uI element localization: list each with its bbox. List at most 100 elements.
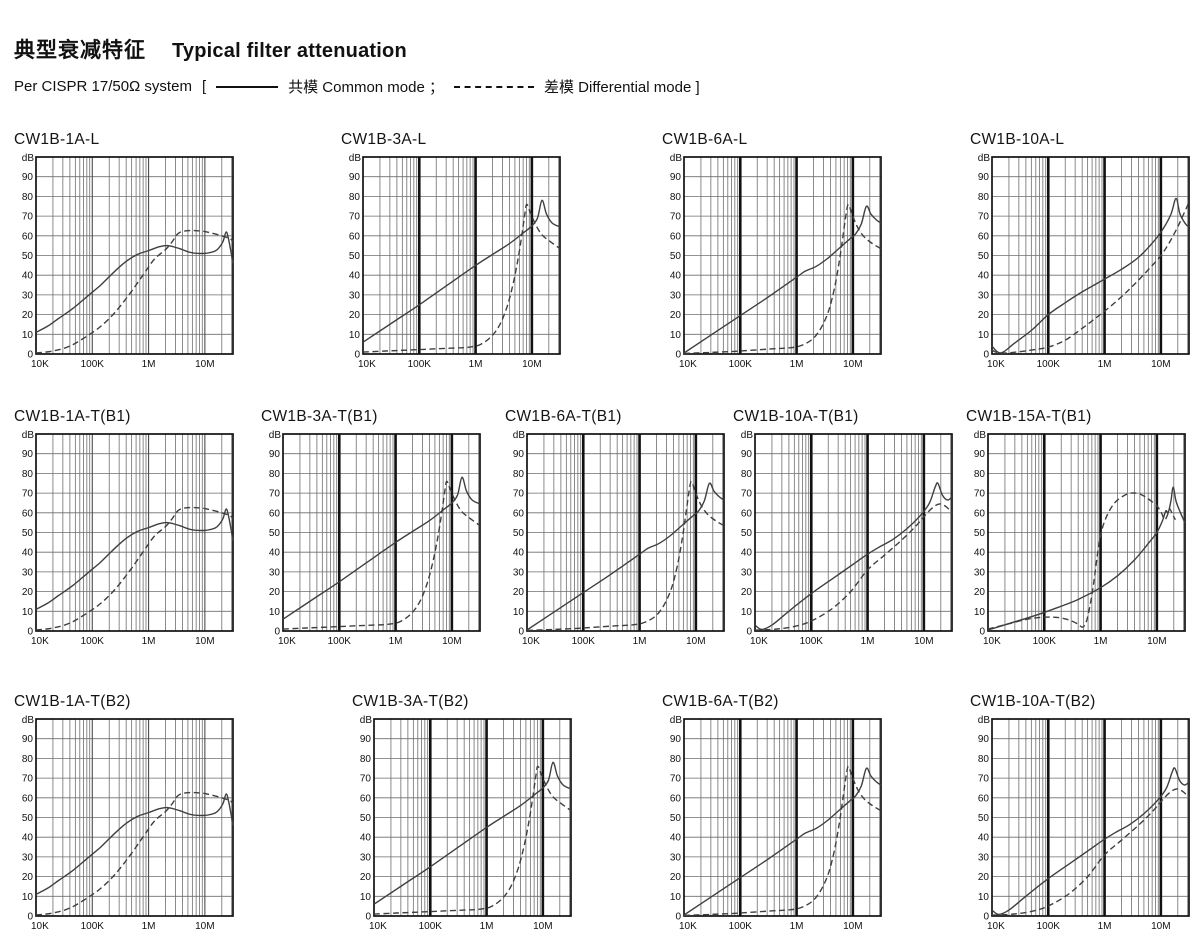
y-axis-unit-label: dB <box>670 715 683 726</box>
common-mode-curve <box>35 793 234 895</box>
x-tick-label: 100K <box>572 636 596 647</box>
y-axis-unit-label: dB <box>22 715 35 726</box>
x-tick-label: 10M <box>1151 921 1170 932</box>
differential-mode-curve <box>991 788 1190 916</box>
y-tick-label: 60 <box>978 231 990 242</box>
y-tick-label: 0 <box>27 350 33 361</box>
y-tick-label: 30 <box>978 852 990 863</box>
x-tick-label: 10K <box>750 636 768 647</box>
y-tick-label: 20 <box>741 587 753 598</box>
page-title: 典型衰减特征 Typical filter attenuation <box>14 34 407 64</box>
x-tick-label: 100K <box>81 359 105 370</box>
x-tick-label: 10M <box>442 636 461 647</box>
chart-title: CW1B-1A-T(B1) <box>14 408 131 425</box>
y-tick-label: 70 <box>670 774 682 785</box>
y-axis-unit-label: dB <box>978 153 991 164</box>
x-tick-label: 100K <box>1033 636 1057 647</box>
y-tick-label: 70 <box>269 489 281 500</box>
y-axis-labels: dB 90 80 70 60 50 40 30 20 10 0 <box>513 430 526 638</box>
differential-mode-curve <box>754 503 953 631</box>
y-tick-label: 70 <box>360 774 372 785</box>
x-tick-label: 10M <box>843 359 862 370</box>
x-tick-label: 10K <box>278 636 296 647</box>
y-tick-label: 20 <box>269 587 281 598</box>
differential-mode-curve <box>526 480 725 632</box>
grid-lines <box>36 434 233 631</box>
y-tick-label: 20 <box>974 587 986 598</box>
y-tick-label: 80 <box>349 192 361 203</box>
x-axis-labels: 10K 100K 1M 10M <box>31 359 215 370</box>
x-tick-label: 1M <box>142 359 156 370</box>
plot-frame <box>35 156 234 355</box>
y-tick-label: 60 <box>670 793 682 804</box>
attenuation-chart: CW1B-6A-T(B1) dB 90 80 70 60 50 40 30 20 10 0 10K 100… <box>505 408 735 650</box>
y-tick-label: 40 <box>741 548 753 559</box>
y-tick-label: 50 <box>22 528 34 539</box>
common-mode-curve <box>526 482 725 631</box>
y-tick-label: 70 <box>22 489 34 500</box>
x-axis-labels: 10K 100K 1M 10M <box>987 921 1171 932</box>
x-tick-label: 10M <box>195 921 214 932</box>
y-tick-label: 50 <box>513 528 525 539</box>
chart-title: CW1B-3A-T(B1) <box>261 408 378 425</box>
grid-lines <box>992 719 1189 916</box>
page-title-english: Typical filter attenuation <box>172 40 407 62</box>
y-tick-label: 30 <box>670 290 682 301</box>
plot-frame <box>282 433 481 632</box>
y-axis-unit-label: dB <box>670 153 683 164</box>
y-tick-label: 10 <box>670 892 682 903</box>
y-tick-label: 50 <box>978 251 990 262</box>
y-tick-label: 40 <box>360 833 372 844</box>
y-axis-labels: dB 90 80 70 60 50 40 30 20 10 0 <box>978 153 991 361</box>
attenuation-chart: CW1B-6A-T(B2) dB 90 80 70 60 50 40 30 20 10 0 10K 100… <box>662 693 892 935</box>
y-axis-labels: dB 90 80 70 60 50 40 30 20 10 0 <box>22 715 35 923</box>
y-tick-label: 40 <box>670 271 682 282</box>
x-tick-label: 10K <box>31 921 49 932</box>
x-tick-label: 1M <box>142 636 156 647</box>
x-tick-label: 1M <box>861 636 875 647</box>
test-condition-label: Per CISPR 17/50Ω system <box>14 78 192 95</box>
y-tick-label: 20 <box>349 310 361 321</box>
x-axis-labels: 10K 100K 1M 10M <box>679 921 863 932</box>
y-tick-label: 0 <box>746 627 752 638</box>
y-tick-label: 60 <box>22 508 34 519</box>
y-tick-label: 70 <box>741 489 753 500</box>
y-tick-label: 0 <box>983 350 989 361</box>
x-tick-label: 1M <box>790 921 804 932</box>
plot-frame <box>373 718 572 917</box>
y-tick-label: 40 <box>513 548 525 559</box>
y-tick-label: 80 <box>22 469 34 480</box>
attenuation-chart: CW1B-3A-T(B1) dB 90 80 70 60 50 40 30 20 10 0 10K 100… <box>261 408 491 650</box>
differential-mode-curve <box>362 203 561 353</box>
chart-title: CW1B-6A-L <box>662 131 748 148</box>
x-tick-label: 1M <box>142 921 156 932</box>
y-tick-label: 20 <box>513 587 525 598</box>
y-tick-label: 50 <box>974 528 986 539</box>
y-tick-label: 30 <box>22 852 34 863</box>
y-tick-label: 70 <box>349 212 361 223</box>
y-tick-label: 40 <box>22 548 34 559</box>
y-tick-label: 30 <box>22 567 34 578</box>
y-tick-label: 50 <box>670 813 682 824</box>
differential-mode-curve <box>35 229 234 354</box>
x-tick-label: 100K <box>81 636 105 647</box>
y-tick-label: 10 <box>22 330 34 341</box>
y-tick-label: 80 <box>360 754 372 765</box>
plot-frame <box>987 433 1186 632</box>
differential-mode-curve <box>987 492 1177 630</box>
plot-frame <box>991 156 1190 355</box>
x-tick-label: 100K <box>408 359 432 370</box>
y-axis-unit-label: dB <box>978 715 991 726</box>
y-tick-label: 40 <box>978 271 990 282</box>
y-axis-unit-label: dB <box>513 430 526 441</box>
x-tick-label: 1M <box>633 636 647 647</box>
y-tick-label: 80 <box>269 469 281 480</box>
attenuation-chart: CW1B-3A-L dB 90 80 70 60 50 40 30 20 10 0 10K 100K 1M 1… <box>341 131 571 373</box>
y-tick-label: 70 <box>22 212 34 223</box>
common-mode-curve <box>282 476 481 620</box>
